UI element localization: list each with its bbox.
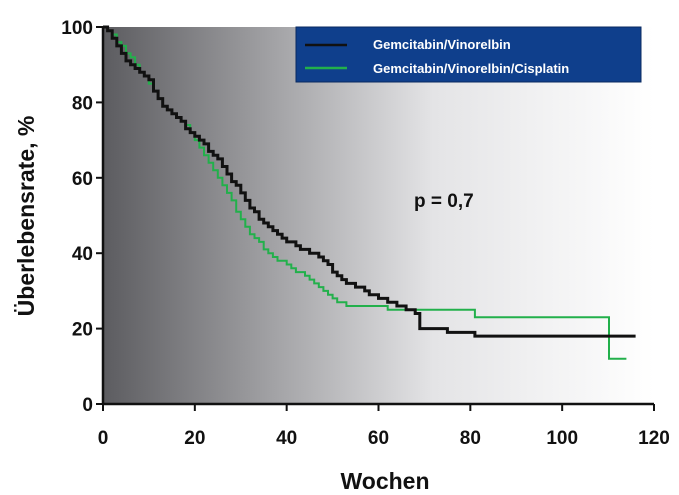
y-tick-label: 40 [72, 244, 93, 265]
x-tick-label: 20 [184, 428, 205, 449]
y-axis-title: Überlebensrate, % [13, 116, 39, 317]
x-ticks: 0 20 40 60 80 100 120 [98, 404, 670, 449]
legend-label-series-1: Gemcitabin/Vinorelbin [373, 37, 511, 52]
x-tick-label: 40 [276, 428, 297, 449]
x-tick-label: 60 [368, 428, 389, 449]
y-ticks: 0 20 40 60 80 100 [61, 18, 103, 416]
series-layer [103, 25, 636, 360]
p-value-annotation: p = 0,7 [414, 191, 474, 212]
y-tick-label: 60 [72, 169, 93, 190]
y-tick-label: 20 [72, 320, 93, 341]
y-tick-label: 100 [61, 18, 93, 39]
series-line-1 [103, 25, 636, 338]
x-tick-label: 100 [546, 428, 578, 449]
y-tick-label: 0 [82, 395, 93, 416]
x-tick-label: 0 [98, 428, 109, 449]
legend: Gemcitabin/Vinorelbin Gemcitabin/Vinorel… [295, 26, 642, 83]
y-tick-label: 80 [72, 93, 93, 114]
legend-box [295, 26, 642, 83]
x-tick-label: 120 [638, 428, 670, 449]
legend-label-series-2: Gemcitabin/Vinorelbin/Cisplatin [373, 61, 569, 76]
plot-background [103, 27, 654, 404]
x-axis-title: Wochen [340, 468, 429, 494]
x-tick-label: 80 [460, 428, 481, 449]
